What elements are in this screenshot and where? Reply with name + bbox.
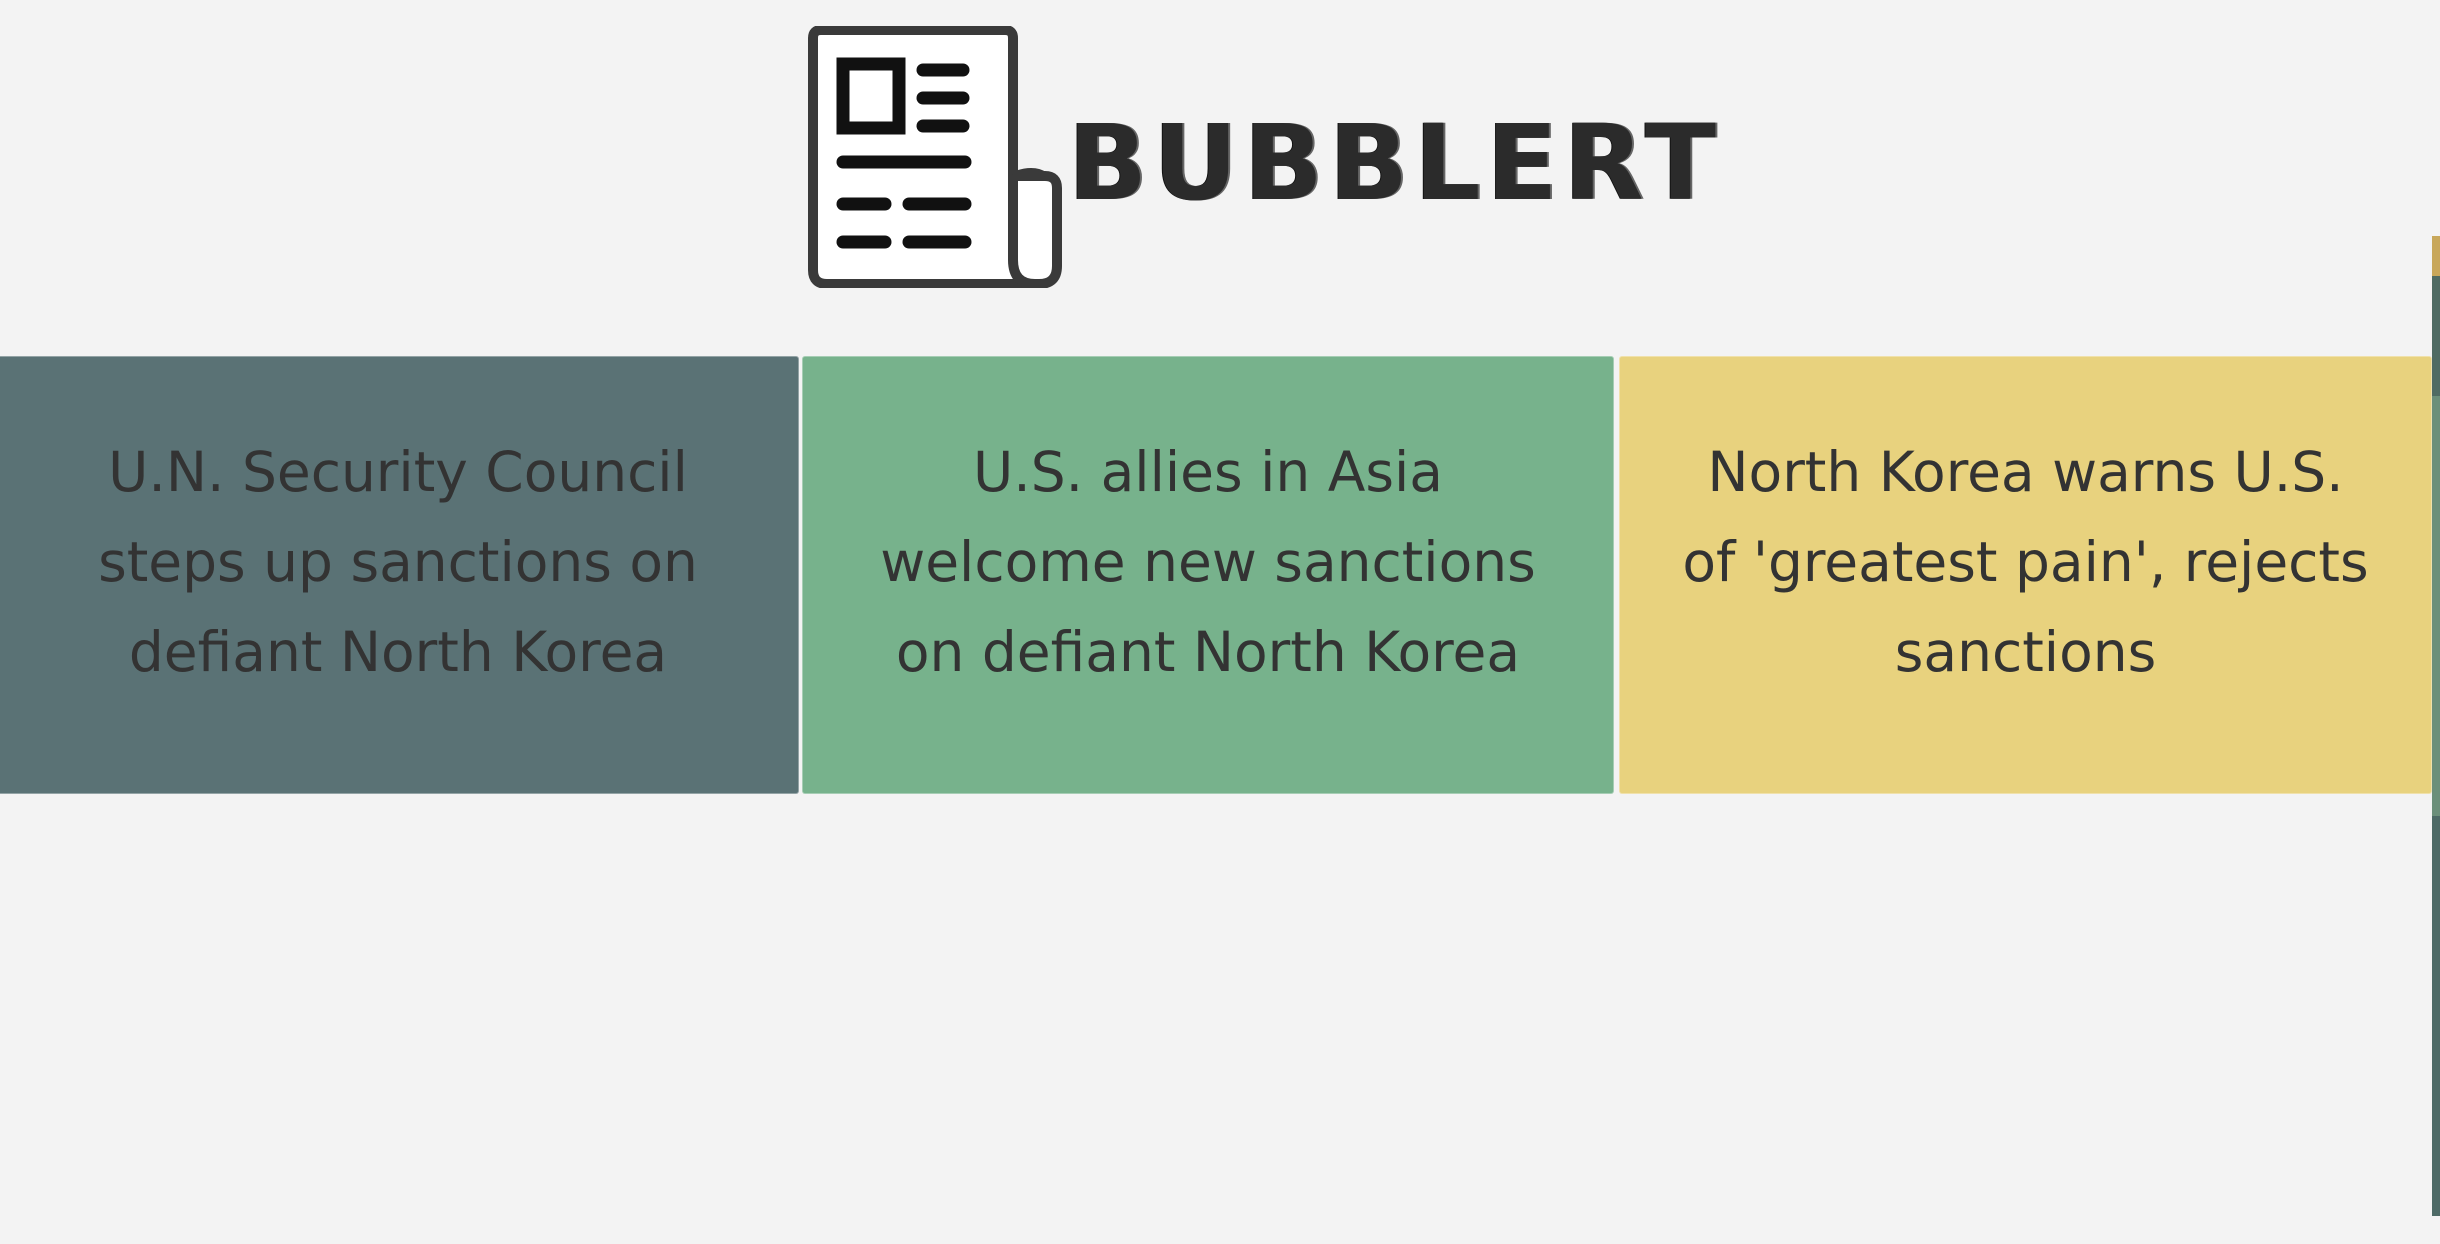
header: BUBBLERT: [0, 0, 2432, 356]
news-card-headline: U.N. Security Council steps up sanctions…: [98, 440, 698, 684]
news-card-2[interactable]: U.S. allies in Asia welcome new sanction…: [802, 356, 1614, 794]
brand-wordmark: BUBBLERT: [1068, 102, 1722, 224]
newspaper-icon: [808, 26, 1062, 288]
news-card-1[interactable]: U.N. Security Council steps up sanctions…: [0, 356, 799, 794]
offscreen-card-edge: [2432, 0, 2440, 1244]
news-card-headline: U.S. allies in Asia welcome new sanction…: [880, 440, 1536, 684]
news-card-3[interactable]: North Korea warns U.S. of 'greatest pain…: [1619, 356, 2432, 794]
news-cards: U.N. Security Council steps up sanctions…: [0, 356, 2432, 794]
news-card-headline: North Korea warns U.S. of 'greatest pain…: [1682, 440, 2369, 684]
